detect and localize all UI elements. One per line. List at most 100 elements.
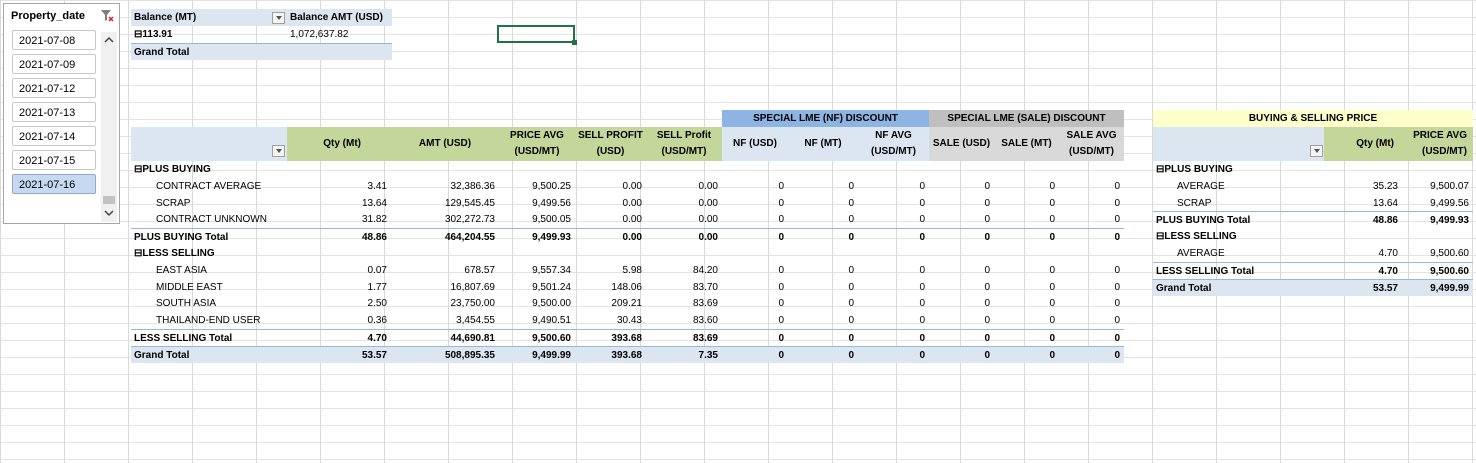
collapse-icon[interactable]: ⊟ — [1156, 164, 1165, 175]
row-label: SOUTH ASIA — [131, 295, 287, 312]
fill-handle[interactable] — [572, 40, 577, 45]
table-cell: 0 — [984, 315, 990, 327]
property-date-slicer[interactable]: Property_date 2021-07-08 2021-07-09 2021-0… — [3, 3, 120, 224]
table-cell: 0 — [929, 329, 994, 346]
table-cell: 464,204.55 — [391, 228, 499, 245]
row-label-text: LESS SELLING Total — [134, 333, 233, 344]
table-cell — [788, 161, 858, 178]
table-cell: 0 — [919, 197, 925, 209]
table-cell: 0.00 — [698, 197, 718, 209]
table-cell: 0 — [1049, 264, 1055, 276]
clear-filter-icon[interactable] — [100, 9, 114, 23]
table-cell — [1059, 161, 1124, 178]
right-row-label[interactable]: ⊟LESS SELLING — [1153, 228, 1324, 245]
balance-mt-header: Balance (MT) — [131, 9, 287, 26]
collapse-icon[interactable]: ⊟ — [134, 248, 143, 259]
table-cell: 0 — [1114, 197, 1120, 209]
slicer-item[interactable]: 2021-07-16 — [12, 174, 96, 194]
right-table-cell — [1402, 161, 1473, 178]
table-cell: 0 — [984, 180, 990, 192]
right-row-label: LESS SELLING Total — [1153, 261, 1324, 279]
collapse-icon[interactable]: ⊟ — [134, 29, 143, 40]
table-cell: 0.00 — [698, 180, 718, 192]
column-header: SALE (USD) — [929, 127, 994, 161]
table-cell: 0 — [722, 228, 788, 245]
table-cell: 0 — [1059, 228, 1124, 245]
table-cell: 0.07 — [367, 264, 387, 276]
table-cell: 0 — [919, 298, 925, 310]
collapse-icon[interactable]: ⊟ — [134, 164, 143, 175]
table-cell: 0 — [1049, 315, 1055, 327]
slicer-scrollbar[interactable] — [101, 32, 117, 222]
scroll-down-icon[interactable] — [104, 209, 114, 217]
table-cell: 0 — [984, 264, 990, 276]
row-label: CONTRACT UNKNOWN — [131, 211, 287, 228]
slicer-item[interactable]: 2021-07-09 — [12, 54, 96, 74]
scroll-up-icon[interactable] — [104, 36, 114, 44]
right-table-cell: 9,499.99 — [1402, 278, 1473, 296]
table-cell: 0 — [1049, 197, 1055, 209]
table-cell: 0 — [848, 214, 854, 226]
table-cell: 53.57 — [287, 345, 391, 363]
table-cell: 0 — [778, 180, 784, 192]
slicer-item[interactable]: 2021-07-12 — [12, 78, 96, 98]
balance-row-value: 1,072,637.82 — [290, 29, 349, 40]
row-label: PLUS BUYING Total — [131, 228, 287, 245]
table-cell: 2.50 — [367, 298, 387, 310]
table-cell: 83.70 — [692, 281, 718, 293]
column-header: NF (MT) — [788, 127, 858, 161]
table-cell — [858, 161, 929, 178]
table-cell: 0 — [722, 345, 788, 363]
table-cell: 0 — [848, 281, 854, 293]
table-cell: 9,557.34 — [532, 264, 571, 276]
balance-filter-dropdown[interactable] — [272, 12, 285, 24]
group-row-label[interactable]: ⊟PLUS BUYING — [131, 161, 287, 178]
table-cell — [929, 245, 994, 262]
balance-row-label[interactable]: ⊟113.91 — [134, 29, 173, 40]
right-row-label: AVERAGE — [1153, 245, 1324, 262]
slicer-item[interactable]: 2021-07-14 — [12, 126, 96, 146]
table-cell — [994, 245, 1059, 262]
active-cell[interactable] — [497, 25, 575, 43]
column-header: NF (USD) — [722, 127, 788, 161]
table-cell — [499, 161, 575, 178]
slicer-item[interactable]: 2021-07-15 — [12, 150, 96, 170]
table-cell: 9,501.24 — [532, 281, 571, 293]
table-cell: 393.68 — [575, 345, 646, 363]
table-cell: 0 — [984, 214, 990, 226]
table-cell: 0 — [848, 315, 854, 327]
table-cell: 0 — [1114, 281, 1120, 293]
table-cell — [391, 161, 499, 178]
table-cell — [788, 245, 858, 262]
table-cell: 678.57 — [464, 264, 495, 276]
right-table-cell: 9,500.60 — [1430, 248, 1469, 259]
table-cell — [391, 245, 499, 262]
table-cell: 302,272.73 — [444, 214, 495, 226]
right-row-labels-filter-dropdown[interactable] — [1310, 145, 1323, 157]
table-cell: 0 — [848, 197, 854, 209]
row-label: LESS SELLING Total — [131, 329, 287, 346]
table-cell: 9,499.93 — [499, 228, 575, 245]
table-cell: 0 — [858, 329, 929, 346]
table-cell — [287, 161, 391, 178]
right-row-label[interactable]: ⊟PLUS BUYING — [1153, 161, 1324, 178]
table-cell: 0.00 — [622, 197, 642, 209]
row-label-text: SOUTH ASIA — [156, 298, 217, 310]
table-cell: 3,454.55 — [456, 315, 495, 327]
scrollbar-thumb[interactable] — [103, 196, 115, 204]
table-cell — [287, 245, 391, 262]
group-row-label[interactable]: ⊟LESS SELLING — [131, 245, 287, 262]
table-cell — [575, 161, 646, 178]
row-labels-filter-dropdown[interactable] — [272, 145, 285, 157]
table-cell: 0 — [984, 298, 990, 310]
table-cell: 3.41 — [367, 180, 387, 192]
table-cell: 0 — [788, 329, 858, 346]
row-label-text: PLUS BUYING — [1164, 164, 1233, 175]
table-cell: 0.00 — [698, 214, 718, 226]
table-cell: 0 — [778, 281, 784, 293]
slicer-item[interactable]: 2021-07-13 — [12, 102, 96, 122]
slicer-item[interactable]: 2021-07-08 — [12, 30, 96, 50]
collapse-icon[interactable]: ⊟ — [1156, 231, 1165, 243]
row-label-text: LESS SELLING — [142, 248, 215, 259]
